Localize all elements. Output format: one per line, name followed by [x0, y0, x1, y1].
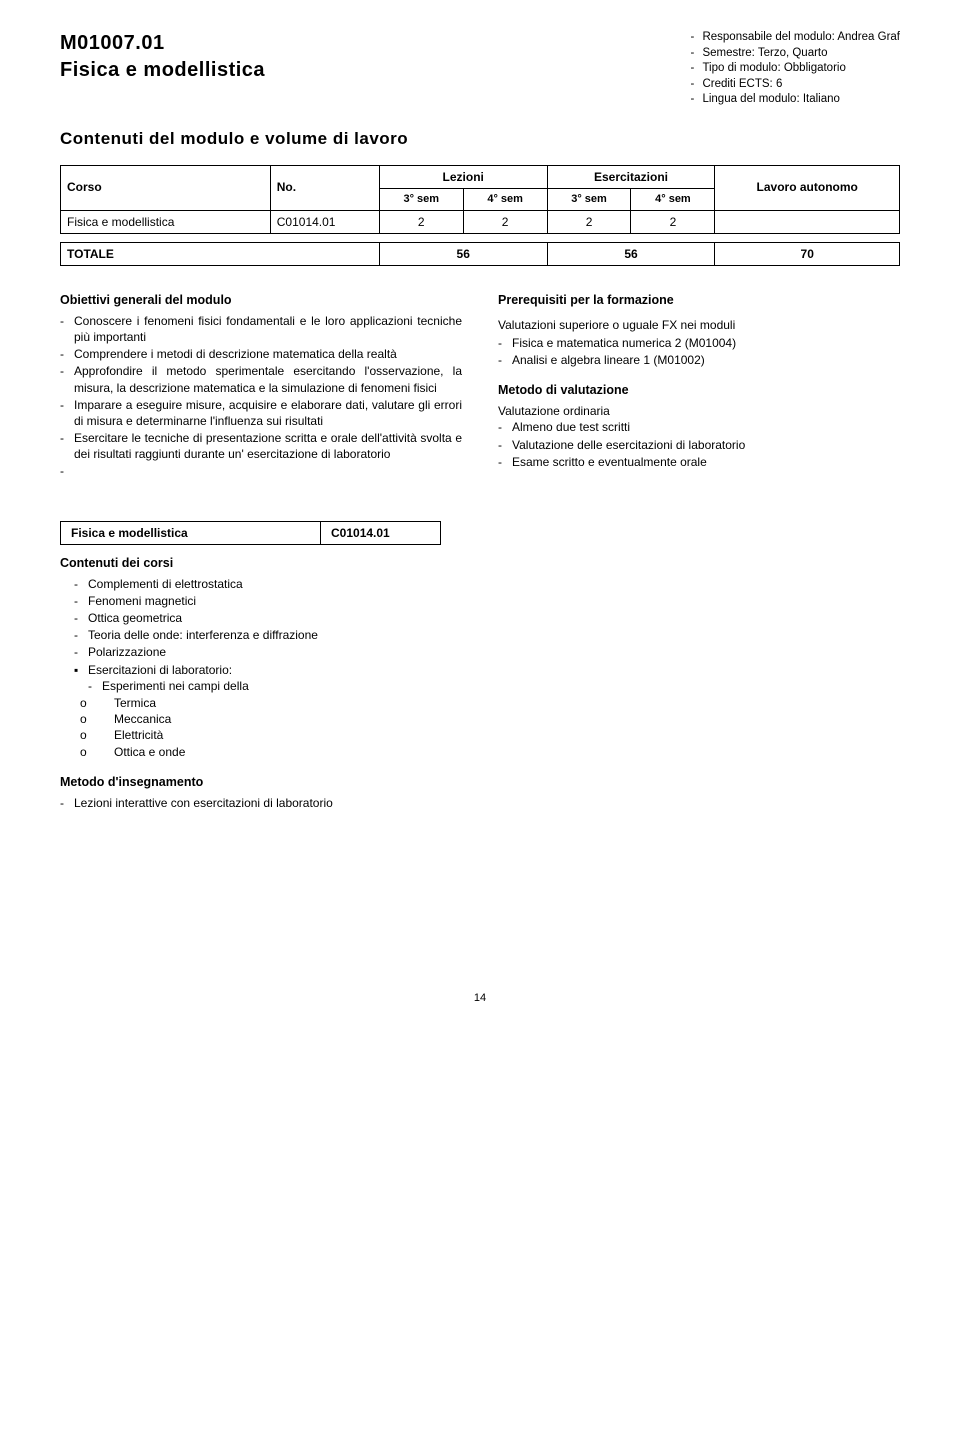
- list-item: Meccanica: [94, 711, 900, 727]
- list-item: Polarizzazione: [88, 644, 900, 660]
- col-s4: 4° sem: [463, 188, 547, 210]
- course-box-code: C01014.01: [321, 521, 441, 544]
- objectives-list: Conoscere i fenomeni fisici fondamentali…: [60, 313, 462, 480]
- col-s3: 3° sem: [379, 188, 463, 210]
- meta-item: Tipo di modulo: Obbligatorio: [690, 61, 900, 77]
- course-box-name: Fisica e modellistica: [61, 521, 321, 544]
- list-item: Valutazione delle esercitazioni di labor…: [512, 437, 900, 453]
- list-item: Esame scritto e eventualmente orale: [512, 454, 900, 470]
- list-item: Teoria delle onde: interferenza e diffra…: [88, 627, 900, 643]
- table-row: Fisica e modellistica C01014.01 2 2 2 2: [61, 210, 900, 233]
- list-item: Ottica e onde: [94, 744, 900, 760]
- page-number: 14: [60, 991, 900, 1006]
- col-corso: Corso: [61, 165, 271, 210]
- col-s4: 4° sem: [631, 188, 715, 210]
- list-item: Ottica geometrica: [88, 610, 900, 626]
- totale-row: TOTALE 56 56 70: [61, 242, 900, 265]
- two-col-section: Obiettivi generali del modulo Conoscere …: [60, 292, 900, 481]
- cell-l4: 2: [463, 210, 547, 233]
- totale-v1: 56: [379, 242, 547, 265]
- module-code: M01007.01: [60, 30, 265, 57]
- col-no: No.: [270, 165, 379, 210]
- evaluation-list: Almeno due test scritti Valutazione dell…: [498, 419, 900, 470]
- module-meta-list: Responsabile del modulo: Andrea Graf Sem…: [690, 30, 900, 108]
- list-item: Analisi e algebra lineare 1 (M01002): [512, 352, 900, 368]
- list-item: Elettricità: [94, 727, 900, 743]
- table-header-row: Corso No. Lezioni Esercitazioni Lavoro a…: [61, 165, 900, 188]
- cell-e4: 2: [631, 210, 715, 233]
- lab-circle-list: Termica Meccanica Elettricità Ottica e o…: [60, 695, 900, 760]
- cell-no: C01014.01: [270, 210, 379, 233]
- prereq-list: Fisica e matematica numerica 2 (M01004) …: [498, 335, 900, 368]
- list-item: Termica: [94, 695, 900, 711]
- teaching-block: Metodo d'insegnamento Lezioni interattiv…: [60, 774, 900, 811]
- cell-auto: [715, 210, 900, 233]
- contents-title: Contenuti dei corsi: [60, 555, 900, 572]
- totale-label: TOTALE: [61, 242, 380, 265]
- meta-item: Semestre: Terzo, Quarto: [690, 46, 900, 62]
- list-item: Fisica e matematica numerica 2 (M01004): [512, 335, 900, 351]
- cell-l3: 2: [379, 210, 463, 233]
- list-item: Approfondire il metodo sperimentale eser…: [74, 363, 462, 395]
- list-item: Almeno due test scritti: [512, 419, 900, 435]
- totale-v3: 70: [715, 242, 900, 265]
- col-esercitazioni: Esercitazioni: [547, 165, 715, 188]
- col-lezioni: Lezioni: [379, 165, 547, 188]
- list-item: Complementi di elettrostatica: [88, 576, 900, 592]
- list-item: Fenomeni magnetici: [88, 593, 900, 609]
- course-table: Corso No. Lezioni Esercitazioni Lavoro a…: [60, 165, 900, 234]
- list-item: Conoscere i fenomeni fisici fondamentali…: [74, 313, 462, 345]
- col-lavoro: Lavoro autonomo: [715, 165, 900, 210]
- contents-list: Complementi di elettrostatica Fenomeni m…: [60, 576, 900, 661]
- list-item: Imparare a eseguire misure, acquisire e …: [74, 397, 462, 429]
- cell-e3: 2: [547, 210, 631, 233]
- evaluation-title: Metodo di valutazione: [498, 382, 900, 399]
- contents-block: Contenuti dei corsi Complementi di elett…: [60, 555, 900, 760]
- totale-table: TOTALE 56 56 70: [60, 242, 900, 266]
- list-item: Esercitare le tecniche di presentazione …: [74, 430, 462, 462]
- list-item: Esperimenti nei campi della: [102, 678, 900, 694]
- prereq-intro: Valutazioni superiore o uguale FX nei mo…: [498, 317, 900, 333]
- evaluation-subtitle: Valutazione ordinaria: [498, 403, 900, 419]
- right-col: Prerequisiti per la formazione Valutazio…: [498, 292, 900, 481]
- cell-corso: Fisica e modellistica: [61, 210, 271, 233]
- totale-v2: 56: [547, 242, 715, 265]
- col-s3: 3° sem: [547, 188, 631, 210]
- list-item: Esercitazioni di laboratorio:: [88, 662, 900, 678]
- meta-item: Responsabile del modulo: Andrea Graf: [690, 30, 900, 46]
- lab-list: Esercitazioni di laboratorio:: [60, 662, 900, 678]
- list-item: [74, 463, 462, 479]
- lab-sub-list: Esperimenti nei campi della: [60, 678, 900, 694]
- module-header: M01007.01 Fisica e modellistica Responsa…: [60, 30, 900, 108]
- section-heading: Contenuti del modulo e volume di lavoro: [60, 128, 900, 151]
- course-box-table: Fisica e modellistica C01014.01: [60, 521, 441, 545]
- module-title: Fisica e modellistica: [60, 57, 265, 84]
- objectives-block: Obiettivi generali del modulo Conoscere …: [60, 292, 462, 481]
- objectives-title: Obiettivi generali del modulo: [60, 292, 462, 309]
- teaching-list: Lezioni interattive con esercitazioni di…: [60, 795, 900, 811]
- list-item: Lezioni interattive con esercitazioni di…: [74, 795, 900, 811]
- meta-item: Crediti ECTS: 6: [690, 77, 900, 93]
- meta-item: Lingua del modulo: Italiano: [690, 92, 900, 108]
- teaching-title: Metodo d'insegnamento: [60, 774, 900, 791]
- course-box-row: Fisica e modellistica C01014.01: [61, 521, 441, 544]
- prereq-title: Prerequisiti per la formazione: [498, 292, 900, 309]
- module-id-block: M01007.01 Fisica e modellistica: [60, 30, 265, 84]
- list-item: Comprendere i metodi di descrizione mate…: [74, 346, 462, 362]
